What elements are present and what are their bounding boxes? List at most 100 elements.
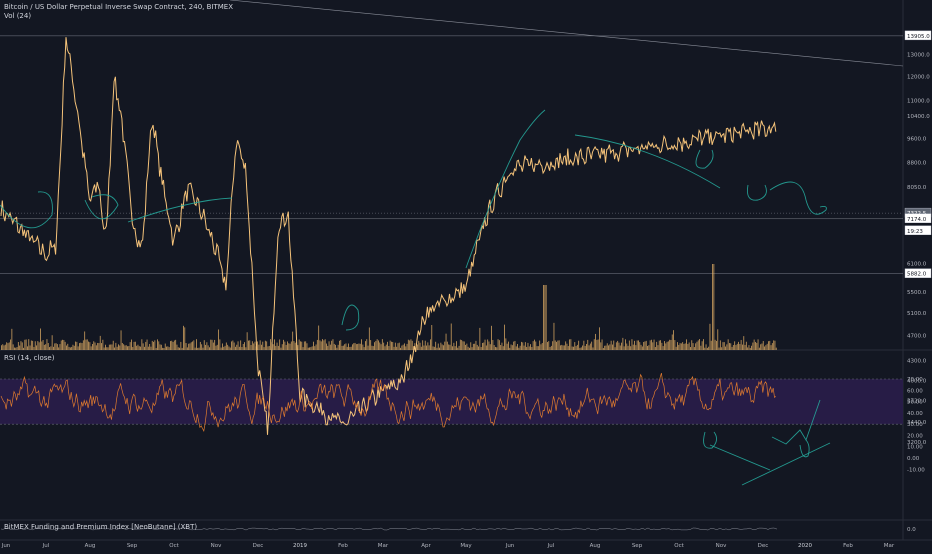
volume-bar [311,346,313,350]
volume-bar [172,341,174,350]
volume-bar [713,264,715,350]
volume-bar [576,344,578,350]
volume-bar [623,346,625,350]
volume-bar [596,339,598,350]
volume-bar [757,339,759,350]
volume-bar [418,340,420,350]
volume-bar [534,339,535,350]
volume-bar [474,343,476,350]
volume-bar [59,344,61,350]
volume-bar [502,346,504,350]
price-axis-label: 13000.0 [907,52,930,58]
volume-bar [42,339,44,350]
volume-bar [570,339,572,350]
volume-bar [708,346,710,350]
volume-bar [530,344,531,350]
volume-bar [380,344,382,350]
volume-bar [261,344,262,350]
volume-bar [127,346,128,350]
volume-bar [424,340,426,350]
volume-bar [345,343,347,350]
volume-bar [54,343,56,350]
time-axis-label: Nov [211,543,222,549]
volume-bar [762,341,764,350]
volume-bar [253,343,255,350]
volume-bar [163,347,165,350]
volume-bar [511,345,513,350]
volume-bar [483,342,485,350]
volume-bar [326,343,327,350]
volume-bar [263,347,265,350]
volume-bar [703,339,704,350]
volume-bar [310,347,312,350]
price-axis-label: 4000.0 [907,378,927,384]
volume-bar [600,342,602,350]
volume-bar [730,343,732,350]
rsi-indicator-label[interactable]: RSI (14, close) [4,354,55,362]
volume-bar [692,343,694,350]
volume-bar [114,347,115,350]
volume-series [1,264,777,350]
volume-bar [36,345,37,350]
volume-bar [475,340,477,350]
symbol-title[interactable]: Bitcoin / US Dollar Perpetual Inverse Sw… [4,3,234,11]
volume-bar [160,344,162,350]
volume-bar [248,340,249,350]
volume-bar [526,346,528,350]
volume-bar [550,345,552,350]
volume-bar [294,342,296,350]
volume-bar [479,327,481,350]
volume-bar [257,341,258,350]
volume-bar [495,346,496,350]
volume-bar [142,343,144,350]
volume-bar [167,346,169,350]
volume-bar [579,347,581,350]
volume-bar [177,347,179,350]
volume-bar [98,343,100,350]
volume-bar [199,341,201,350]
volume-bar [105,344,106,350]
volume-bar [696,341,698,350]
volume-bar [121,342,123,350]
volume-bar [224,345,226,350]
volume-bar [504,324,505,350]
volume-bar [216,344,218,350]
volume-bar [574,342,576,350]
trend-line [229,0,904,67]
volume-bar [634,340,635,350]
drawing-annotation [695,149,714,169]
volume-bar [528,346,530,350]
funding-indicator-label[interactable]: BitMEX Funding and Premium Index [NeoBut… [4,523,198,531]
volume-bar [306,343,308,350]
volume-bar [723,342,725,350]
volume-indicator-label[interactable]: Vol (24) [4,12,32,20]
volume-bar [209,347,210,350]
volume-bar [619,345,621,350]
time-axis-label: Feb [843,543,853,549]
volume-bar [444,341,446,350]
volume-bar [436,347,438,350]
volume-bar [218,329,219,350]
volume-bar [745,341,747,350]
volume-bar [547,342,548,350]
volume-bar [743,336,745,350]
volume-bar [627,345,629,350]
volume-bar [123,344,125,350]
volume-bar [342,345,344,350]
volume-bar [478,346,479,350]
volume-bar [140,346,141,350]
volume-bar [658,340,660,350]
price-label-box [904,30,932,41]
volume-bar [652,342,654,350]
volume-bar [245,347,247,350]
drawing-annotation [709,444,771,471]
volume-bar [410,339,412,350]
volume-bar [225,342,227,350]
volume-bar [409,340,411,350]
volume-bar [492,339,494,350]
volume-bar [705,344,707,350]
volume-bar [626,343,628,350]
volume-bar [563,345,565,350]
